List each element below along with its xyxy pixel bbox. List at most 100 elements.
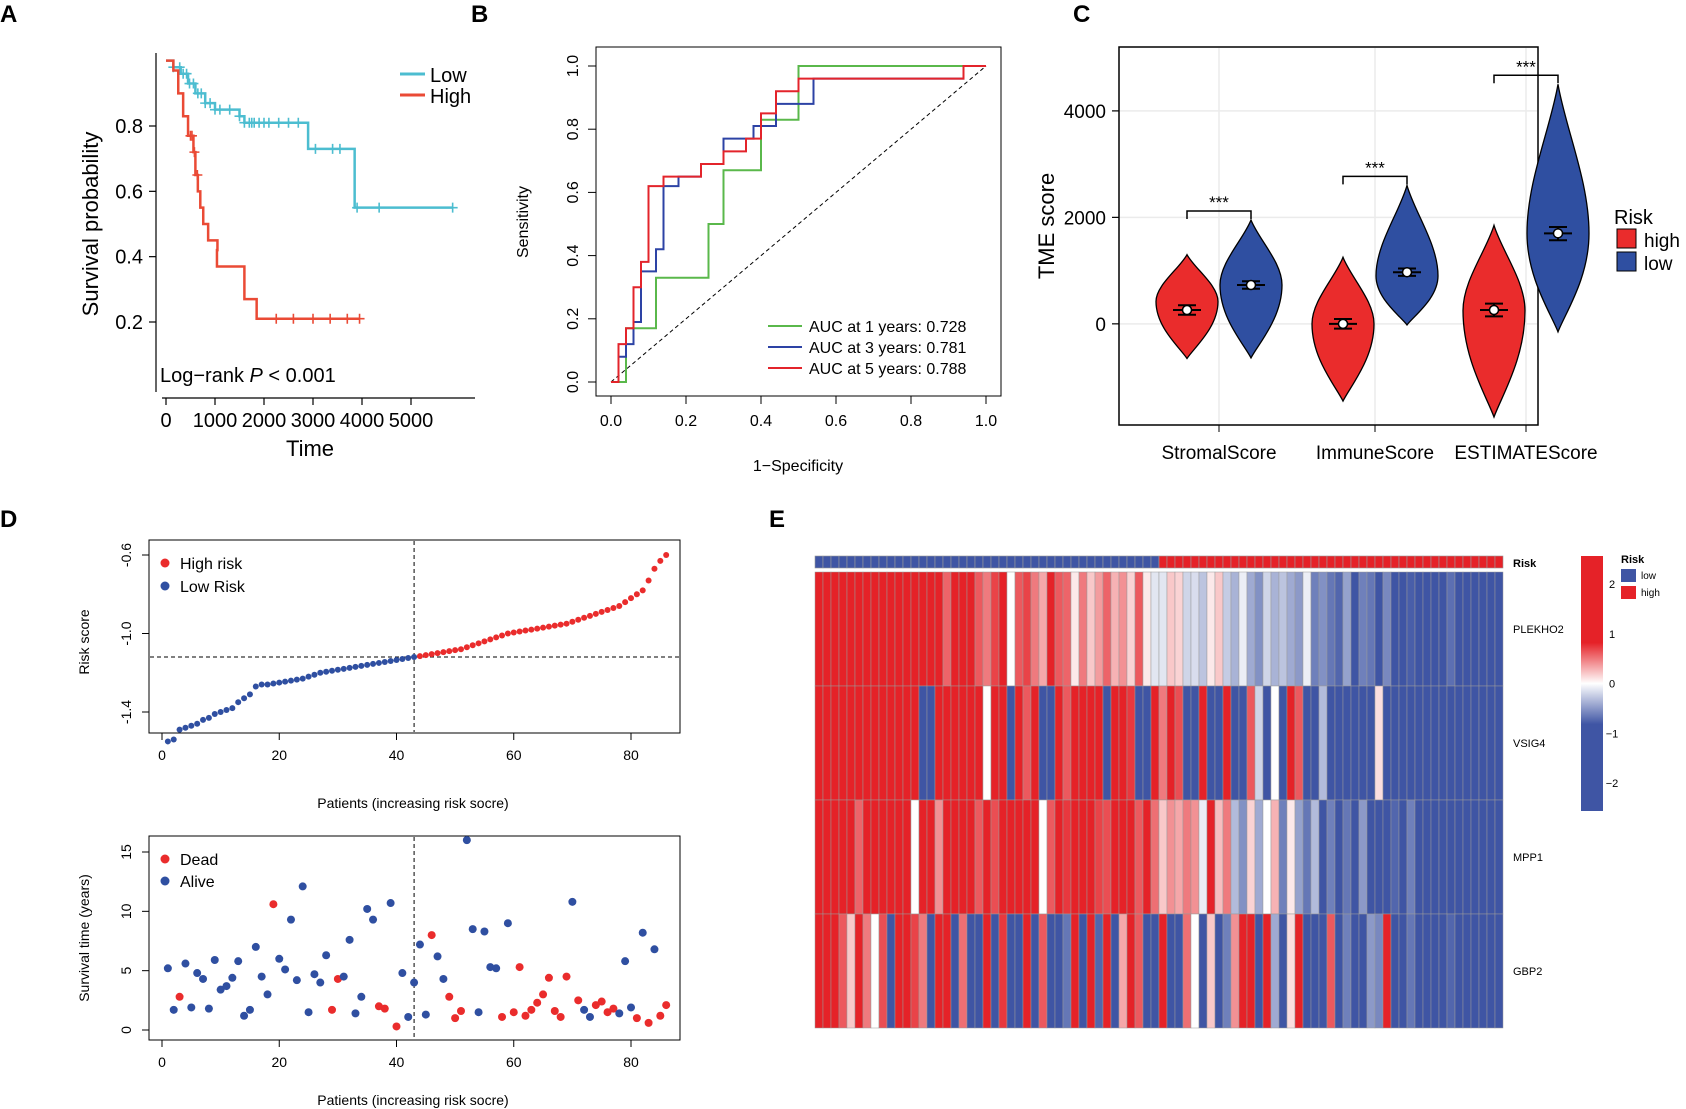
heatmap-risk-annotation-cell xyxy=(1118,555,1128,569)
alive-patient-point xyxy=(216,985,225,994)
heatmap-cell xyxy=(1046,799,1056,915)
violin-low-estimatescore xyxy=(1526,84,1590,334)
heatmap-cell xyxy=(1206,799,1216,915)
roc-x-tick-label: 0.8 xyxy=(900,413,922,430)
roc-x-label: 1−Specificity xyxy=(753,458,843,475)
panel-label-a: A xyxy=(0,1,17,28)
heatmap-risk-annotation-cell xyxy=(1486,555,1496,569)
km-censor-mark xyxy=(263,117,274,128)
heatmap-risk-annotation-cell xyxy=(974,555,984,569)
heatmap-cell xyxy=(862,685,872,801)
heatmap-cell xyxy=(1070,913,1080,1029)
km-plot-area xyxy=(166,59,458,324)
alive-patient-point xyxy=(503,919,512,928)
heatmap-cell xyxy=(1078,685,1088,801)
heatmap-cell xyxy=(1198,571,1208,687)
heatmap-cell xyxy=(870,799,880,915)
heatmap-cell xyxy=(1214,799,1224,915)
alive-patient-point xyxy=(187,1003,196,1012)
heatmap-risk-annotation-cell xyxy=(1366,555,1376,569)
heatmap-cell xyxy=(1046,571,1056,687)
km-y-tick-label: 0.4 xyxy=(115,247,143,269)
heatmap-cell xyxy=(958,685,968,801)
heatmap-cell xyxy=(830,685,840,801)
heatmap-cell xyxy=(1190,913,1200,1029)
heatmap-scale-tick-label: 2 xyxy=(1609,579,1615,591)
heatmap-cell xyxy=(982,685,992,801)
alive-patient-point xyxy=(339,972,348,981)
heatmap-cell xyxy=(1262,685,1272,801)
risk-score-point xyxy=(405,655,412,662)
heatmap-legend-high: high xyxy=(1641,588,1660,599)
km-censor-mark xyxy=(352,202,363,213)
heatmap-cell xyxy=(902,571,912,687)
heatmap-cell xyxy=(1038,799,1048,915)
heatmap-cell xyxy=(1054,913,1064,1029)
alive-patient-point xyxy=(480,927,489,936)
violin-mean-point xyxy=(1488,304,1500,316)
heatmap-cell xyxy=(1206,913,1216,1029)
heatmap-cell xyxy=(1246,571,1256,687)
heatmap-cell xyxy=(1494,913,1504,1029)
heatmap-cell xyxy=(1110,799,1120,915)
heatmap-cell xyxy=(1286,685,1296,801)
risk-score-point xyxy=(241,695,248,702)
violin-significance-label: *** xyxy=(1516,57,1536,76)
status-legend-alive: Alive xyxy=(180,874,215,891)
heatmap-cell xyxy=(886,571,896,687)
heatmap-cell xyxy=(1358,913,1368,1029)
heatmap-risk-annotation-cell xyxy=(1102,555,1112,569)
heatmap-risk-annotation-cell xyxy=(910,555,920,569)
heatmap-cell xyxy=(1198,913,1208,1029)
heatmap-risk-annotation-cell xyxy=(1374,555,1384,569)
alive-patient-point xyxy=(398,969,407,978)
violin-legend-low-swatch xyxy=(1616,251,1637,272)
heatmap-cell xyxy=(1278,799,1288,915)
violin-legend-high: high xyxy=(1644,231,1680,252)
heatmap-cell xyxy=(1102,913,1112,1029)
heatmap-cell xyxy=(1022,913,1032,1029)
surv-x-tick-label: 60 xyxy=(506,1054,522,1070)
panel-label-e: E xyxy=(769,506,785,533)
dead-patient-point xyxy=(456,1007,465,1016)
heatmap-cell xyxy=(1190,685,1200,801)
heatmap-cell xyxy=(1326,913,1336,1029)
heatmap-cell xyxy=(974,571,984,687)
roc-y-label: Sensitivity xyxy=(515,186,532,258)
heatmap-cell xyxy=(1062,799,1072,915)
heatmap-cell xyxy=(814,685,824,801)
heatmap-cell xyxy=(822,685,832,801)
heatmap-cell xyxy=(1446,571,1456,687)
roc-x-tick-label: 0.6 xyxy=(825,413,847,430)
heatmap-risk-annotation-cell xyxy=(1422,555,1432,569)
risk-score-point xyxy=(557,621,564,628)
heatmap-cell xyxy=(1158,913,1168,1029)
risk-score-point xyxy=(610,604,617,611)
dead-patient-point xyxy=(445,992,454,1001)
heatmap-cell xyxy=(958,571,968,687)
heatmap-cell xyxy=(1414,799,1424,915)
risk-score-point xyxy=(586,612,593,619)
risk-score-point xyxy=(622,599,629,606)
heatmap-cell xyxy=(1214,571,1224,687)
heatmap-cell xyxy=(1270,685,1280,801)
heatmap-risk-annotation-cell xyxy=(1262,555,1272,569)
heatmap-risk-annotation-cell xyxy=(1110,555,1120,569)
risk-score-point xyxy=(381,658,388,665)
heatmap-cell xyxy=(822,571,832,687)
heatmap-row-label: VSIG4 xyxy=(1513,738,1545,750)
heatmap-cell xyxy=(1118,685,1128,801)
alive-patient-point xyxy=(474,1008,483,1017)
heatmap-plot-area: PLEKHO2 VSIG4 MPP1 GBP2 xyxy=(814,555,1564,1029)
surv-y-tick-label: 10 xyxy=(118,903,134,919)
panel-d-survival-time: 0 20 40 60 80 0 5 10 15 Patients (increasing ris… xyxy=(76,835,681,1108)
alive-patient-point xyxy=(292,976,301,985)
risk-score-point xyxy=(592,610,599,617)
heatmap-cell xyxy=(1302,685,1312,801)
heatmap-cell xyxy=(1430,913,1440,1029)
risk-score-point xyxy=(416,653,423,660)
risk-score-point xyxy=(188,722,195,729)
heatmap-cell xyxy=(814,571,824,687)
risk-score-point xyxy=(657,557,664,564)
dead-patient-point xyxy=(521,1011,530,1020)
